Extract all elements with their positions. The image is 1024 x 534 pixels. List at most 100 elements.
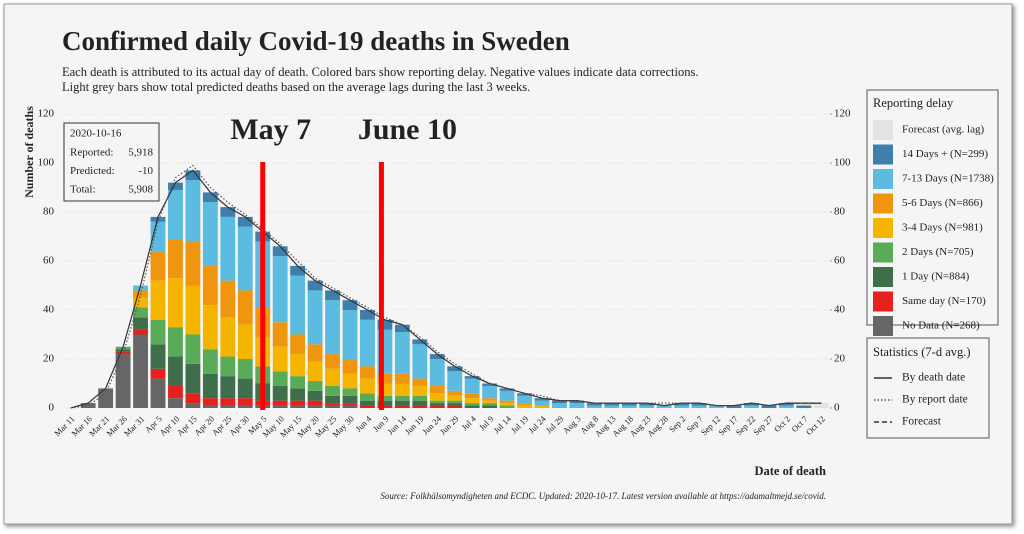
bar-segment [412, 339, 428, 345]
legend-swatch [873, 144, 893, 165]
bar-segment [202, 349, 218, 374]
bar-segment [604, 405, 620, 408]
legend-label: 7-13 Days (N=1738) [902, 173, 994, 185]
stats-label: Forecast [902, 416, 942, 428]
legend-swatch [873, 242, 893, 263]
bar-segment [325, 403, 340, 406]
bar-segment [499, 403, 515, 406]
info-label: Predicted: [70, 165, 115, 177]
legend-swatch [873, 218, 893, 238]
info-date: 2020-10-16 [70, 128, 122, 140]
bar-segment [290, 334, 306, 355]
bar-segment [133, 329, 148, 335]
annotation-label: May 7 [230, 113, 311, 146]
bar-segment [709, 405, 724, 408]
bar-segment [115, 354, 131, 408]
y2-tick-label: 60 [834, 255, 846, 267]
bar-segment [447, 395, 463, 401]
bar-segment [482, 398, 498, 401]
bar-segment [168, 238, 183, 279]
bar-segment [447, 371, 463, 391]
bar-segment [569, 403, 585, 408]
bar-segment [360, 310, 375, 320]
bar-segment [412, 400, 428, 406]
legend-swatch [873, 267, 893, 287]
bar-segment [534, 405, 550, 408]
bar-segment [429, 403, 445, 406]
stats-title: Statistics (7-d avg.) [873, 345, 971, 359]
bar-segment [621, 405, 637, 408]
stats-label: By report date [902, 394, 968, 406]
bar-segment [237, 398, 253, 406]
bar-segment [761, 405, 777, 408]
bar-segment [412, 385, 428, 396]
bar-segment [429, 393, 445, 401]
bar-segment [150, 378, 166, 408]
bar-segment [464, 398, 480, 404]
bar-segment [813, 403, 829, 408]
bar-segment [290, 275, 306, 335]
y2-tick-label: 0 [834, 402, 840, 414]
bar-segment [185, 393, 201, 404]
y2-tick-label: 120 [834, 108, 851, 120]
bar-segment [360, 393, 375, 401]
bar-segment [674, 403, 690, 406]
bar-segment [202, 305, 218, 350]
bar-segment [394, 324, 410, 333]
bar-segment [377, 400, 393, 406]
bar-segment [482, 385, 498, 399]
bar-segment [237, 226, 253, 291]
bar-segment [115, 351, 131, 355]
bar-segment [412, 344, 428, 379]
bar-segment [220, 317, 236, 357]
bar-segment [290, 400, 306, 406]
bar-segment [621, 403, 637, 406]
bar-segment [185, 403, 201, 408]
bar-segment [429, 354, 445, 359]
legend-swatch [873, 291, 893, 312]
bar-segment [342, 403, 358, 406]
y-tick-label: 20 [43, 353, 55, 365]
legend-label: 5-6 Days (N=866) [902, 197, 983, 209]
bar-segment [150, 280, 166, 320]
y2-tick-label: 20 [834, 353, 846, 365]
bar-segment [534, 400, 550, 406]
bar-segment [429, 385, 445, 394]
bar-segment [272, 385, 288, 401]
legend-label: Same day (N=170) [902, 295, 986, 307]
bar-segment [778, 403, 794, 406]
bar-segment [517, 403, 532, 406]
bar-segment [307, 390, 323, 401]
bar-segment [604, 403, 620, 406]
bar-segment [360, 319, 375, 367]
bar-segment [98, 388, 114, 408]
bar-segment [307, 361, 323, 382]
stat-line [70, 169, 822, 409]
bar-segment [237, 405, 253, 408]
bar-segment [168, 278, 183, 328]
y-tick-label: 120 [38, 108, 55, 120]
bar-segment [185, 334, 201, 364]
bar-segment [185, 170, 201, 181]
bar-segment [325, 405, 340, 408]
bar-segment [202, 373, 218, 399]
bar-segment [482, 383, 498, 386]
bar-segment [220, 216, 236, 281]
bar-segment [133, 307, 148, 318]
bar-segment [185, 285, 201, 335]
bar-segment [272, 246, 288, 257]
bar-segment [499, 390, 515, 401]
bar-segment [744, 403, 759, 406]
source: Source: Folkhälsomyndigheten and ECDC. U… [380, 491, 826, 501]
bar-segment [342, 310, 358, 359]
y-axis-label: Number of deaths [22, 106, 36, 198]
bar-segment [290, 405, 306, 408]
bar-segment [342, 405, 358, 408]
bar-segment [237, 290, 253, 325]
chart-title: Confirmed daily Covid-19 deaths in Swede… [62, 26, 570, 56]
bar-segment [464, 393, 480, 399]
bar-segment [552, 400, 567, 404]
legend-label: 3-4 Days (N=981) [902, 222, 983, 234]
bar-segment [691, 405, 707, 408]
bar-segment [429, 405, 445, 408]
